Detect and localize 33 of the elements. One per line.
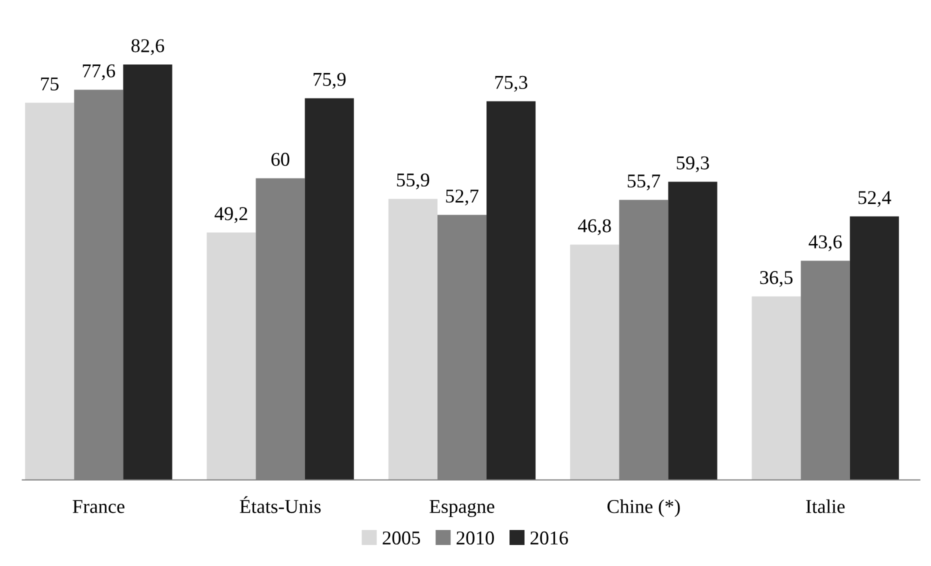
x-tick-label: Chine (*): [607, 499, 680, 518]
data-label: 82,6: [131, 39, 164, 56]
data-label: 59,3: [676, 156, 709, 172]
bar: [668, 182, 718, 480]
data-label: 52,4: [858, 191, 892, 207]
data-label: 49,2: [214, 207, 248, 224]
legend-label: 2016: [530, 531, 568, 545]
x-tick-label: États-Unis: [240, 496, 321, 514]
data-label: 43,6: [808, 235, 842, 252]
bar: [486, 101, 536, 480]
data-label: 75: [41, 78, 59, 90]
data-label: 55,9: [397, 173, 430, 190]
data-label: 55,7: [628, 174, 660, 190]
x-tick-label: France: [72, 500, 124, 514]
bar: [570, 244, 620, 480]
data-label: 36,5: [760, 271, 793, 287]
legend-label: 2010: [456, 531, 494, 545]
data-label: 60: [271, 152, 290, 166]
bar: [25, 102, 74, 480]
x-tick-label: Espagne: [430, 500, 494, 518]
x-tick-label: Italie: [806, 499, 845, 514]
bar: [752, 296, 801, 480]
data-label: 75,9: [314, 72, 346, 89]
bar: [304, 98, 354, 480]
data-label: 46,8: [578, 219, 611, 236]
bar: [123, 64, 172, 480]
data-label: 77,6: [82, 64, 116, 80]
bar: [850, 216, 899, 480]
bar: [388, 198, 438, 480]
data-label: 52,7: [446, 190, 478, 206]
bar: [206, 232, 256, 480]
data-label: 75,3: [495, 76, 528, 92]
legend-label: 2005: [382, 531, 420, 545]
